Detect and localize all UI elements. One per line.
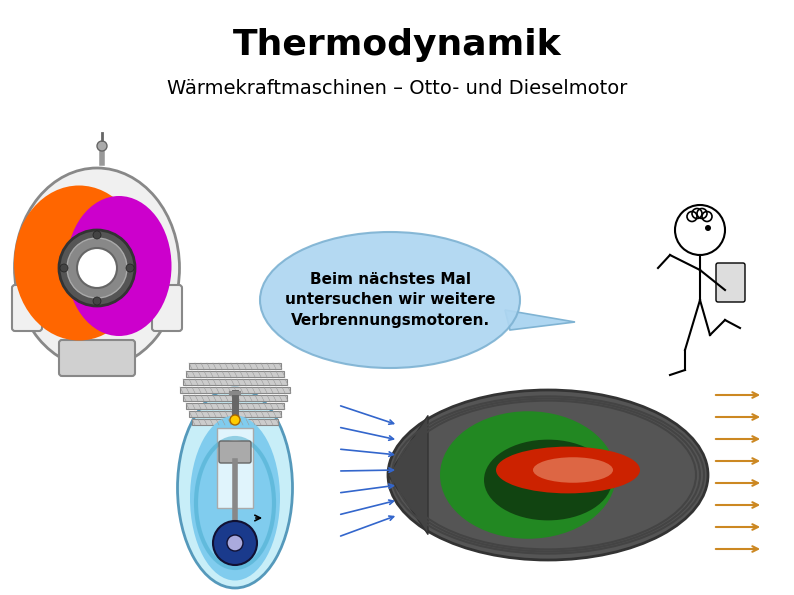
Ellipse shape [67,196,172,336]
FancyBboxPatch shape [716,263,745,302]
FancyBboxPatch shape [183,379,287,385]
Ellipse shape [14,168,179,368]
Polygon shape [388,415,428,534]
Circle shape [67,238,127,298]
FancyBboxPatch shape [12,285,42,331]
Circle shape [675,205,725,255]
Text: Wärmekraftmaschinen – Otto- und Dieselmotor: Wärmekraftmaschinen – Otto- und Dieselmo… [167,79,627,98]
Ellipse shape [14,186,144,340]
Ellipse shape [440,411,616,538]
Circle shape [227,535,243,551]
FancyBboxPatch shape [189,363,281,369]
FancyBboxPatch shape [217,428,253,508]
Circle shape [97,141,107,151]
Circle shape [60,264,68,272]
Ellipse shape [178,388,292,588]
FancyBboxPatch shape [219,441,251,463]
Circle shape [77,248,117,288]
Circle shape [230,415,240,425]
Ellipse shape [260,232,520,368]
Polygon shape [505,310,575,330]
Circle shape [59,230,135,306]
Ellipse shape [190,415,280,581]
Ellipse shape [484,440,612,521]
FancyBboxPatch shape [192,419,278,425]
FancyBboxPatch shape [180,387,290,393]
Circle shape [213,521,257,565]
Circle shape [93,231,101,239]
FancyBboxPatch shape [59,340,135,376]
FancyBboxPatch shape [152,285,182,331]
FancyBboxPatch shape [186,371,284,377]
Text: Beim nächstes Mal
untersuchen wir weitere
Verbrennungsmotoren.: Beim nächstes Mal untersuchen wir weiter… [285,271,495,328]
Circle shape [126,264,134,272]
FancyBboxPatch shape [183,395,287,401]
Circle shape [705,225,711,231]
FancyBboxPatch shape [186,403,284,409]
Text: Thermodynamik: Thermodynamik [233,28,561,62]
Ellipse shape [388,390,708,560]
Circle shape [93,297,101,305]
Ellipse shape [533,457,613,483]
Ellipse shape [496,447,640,493]
FancyBboxPatch shape [189,411,281,417]
